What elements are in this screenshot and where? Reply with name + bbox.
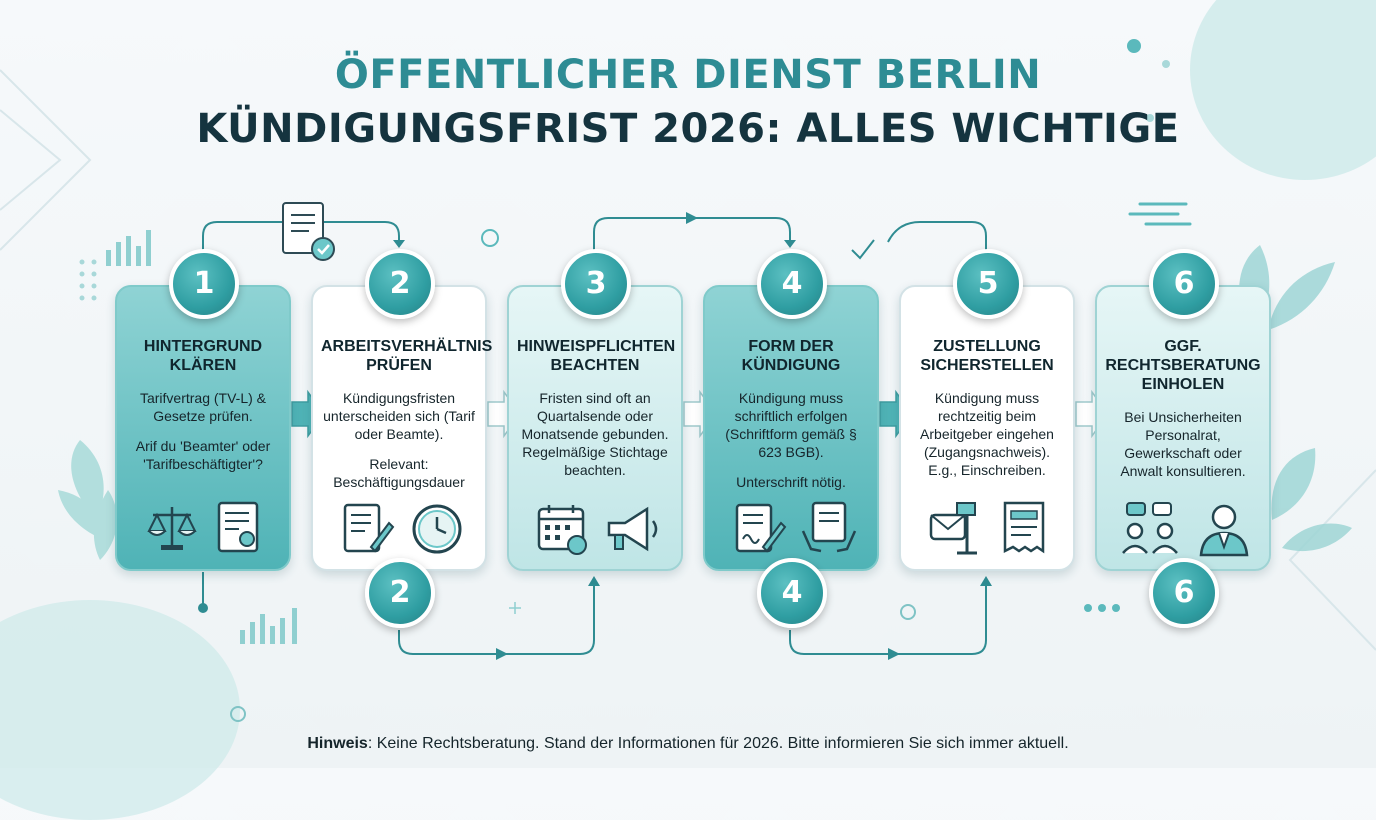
step-number-badge-1: 1	[169, 249, 239, 319]
step-title: GGF. RECHTSBERATUNG EINHOLEN	[1105, 338, 1261, 393]
bottom-number-badge-2: 2	[365, 558, 435, 628]
footer-note: Hinweis: Keine Rechtsberatung. Stand der…	[0, 735, 1376, 753]
page-title-line-2: KÜNDIGUNGSFRIST 2026: ALLES WICHTIGE	[196, 106, 1180, 152]
step-text: Tarifvertrag (TV-L) & Gesetze prüfen.	[139, 390, 267, 424]
signed-document-icon	[735, 503, 787, 553]
step-text: Kündigungsfristen unterscheiden sich (Ta…	[323, 390, 475, 442]
document-seal-icon	[217, 501, 259, 553]
page-title-line-1: ÖFFENTLICHER DIENST BERLIN	[334, 52, 1042, 98]
step-title: FORM DER KÜNDIGUNG	[741, 338, 841, 374]
bottom-number-badge-4: 4	[757, 558, 827, 628]
footer-text: : Keine Rechtsberatung. Stand der Inform…	[367, 735, 1069, 752]
step-title: ARBEITSVERHÄLTNIS PRÜFEN	[321, 338, 493, 374]
step-title: HINWEISPFLICHTEN BEACHTEN	[517, 338, 676, 374]
footer-label: Hinweis	[307, 735, 368, 752]
step-card-1: HINTERGRUND KLÄREN Tarifvertrag (TV-L) &…	[115, 285, 291, 571]
mailbox-icon	[929, 502, 977, 555]
step-text-secondary: Arif du 'Beamter' oder 'Tarifbeschäftigt…	[135, 438, 271, 472]
step-text-secondary: Relevant: Beschäftigungsdauer	[333, 456, 465, 490]
calendar-icon	[537, 505, 587, 555]
clock-icon	[412, 504, 462, 554]
bottom-number-badge-6: 6	[1149, 558, 1219, 628]
step-card-3: HINWEISPFLICHTEN BEACHTEN Fristen sind o…	[507, 285, 683, 571]
step-text: Fristen sind oft an Quartalsende oder Mo…	[521, 390, 669, 478]
step-title: ZUSTELLUNG SICHERSTELLEN	[920, 338, 1054, 374]
scales-icon	[147, 507, 197, 550]
step-number-badge-5: 5	[953, 249, 1023, 319]
step-number-badge-6: 6	[1149, 249, 1219, 319]
step-text: Kündigung muss schriftlich erfolgen (Sch…	[725, 390, 857, 460]
step-number-badge-2: 2	[365, 249, 435, 319]
hands-document-icon	[801, 501, 857, 553]
step-number-badge-4: 4	[757, 249, 827, 319]
step-card-4: FORM DER KÜNDIGUNG Kündigung muss schrif…	[703, 285, 879, 571]
document-check-icon	[282, 202, 335, 261]
megaphone-icon	[607, 506, 658, 552]
lawyer-icon	[1199, 504, 1249, 557]
step-card-6: GGF. RECHTSBERATUNG EINHOLEN Bei Unsiche…	[1095, 285, 1271, 571]
document-pen-icon	[343, 503, 395, 553]
step-number-badge-3: 3	[561, 249, 631, 319]
receipt-icon	[1003, 501, 1045, 554]
step-card-5: ZUSTELLUNG SICHERSTELLEN Kündigung muss …	[899, 285, 1075, 571]
people-chat-icon	[1122, 502, 1178, 554]
step-text: Bei Unsicherheiten Personalrat, Gewerksc…	[1120, 409, 1246, 479]
step-card-2: ARBEITSVERHÄLTNIS PRÜFEN Kündigungsfrist…	[311, 285, 493, 571]
step-text: Kündigung muss rechtzeitig beim Arbeitge…	[920, 390, 1054, 478]
step-text-secondary: Unterschrift nötig.	[736, 474, 846, 490]
step-title: HINTERGRUND KLÄREN	[143, 338, 263, 374]
